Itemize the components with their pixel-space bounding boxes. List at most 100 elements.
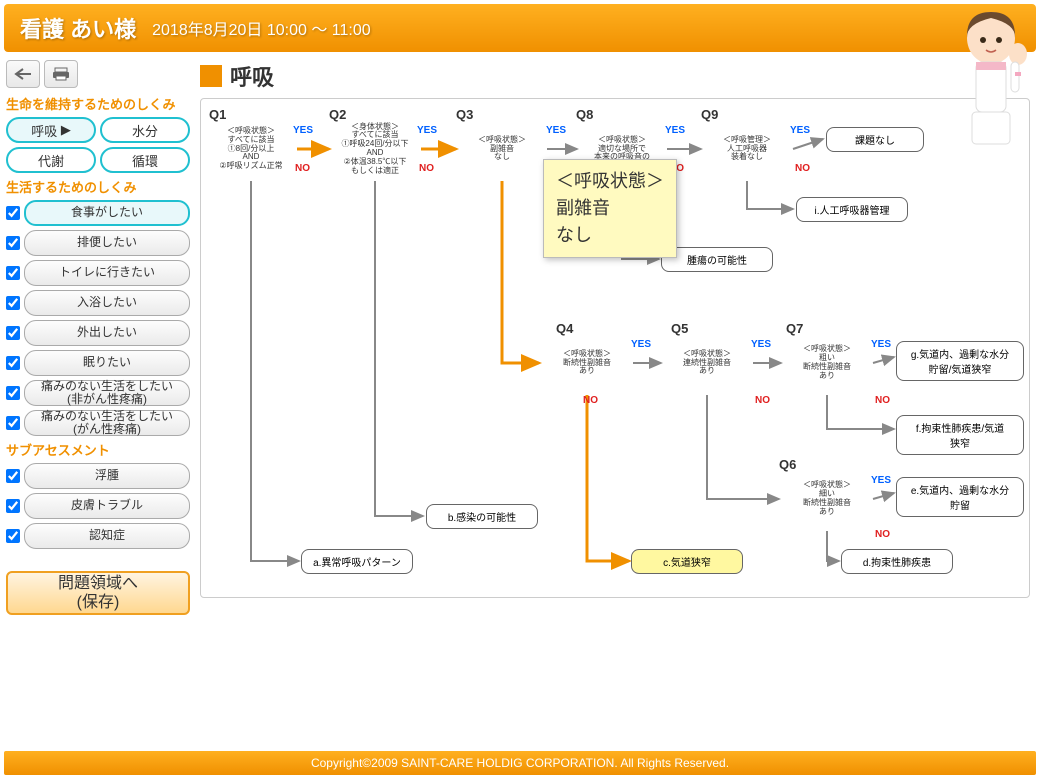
life-item-button[interactable]: 入浴したい <box>24 290 190 316</box>
life-item-row: 眠りたい <box>6 350 190 376</box>
header-datetime: 2018年8月20日 10:00 ～ 11:00 <box>152 16 371 40</box>
life-item-checkbox[interactable] <box>6 236 20 250</box>
decision-q5[interactable]: ＜呼吸状態＞ 連続性副雑音 あり <box>661 331 753 395</box>
result-rj[interactable]: 課題なし <box>826 127 924 152</box>
yn-label: YES <box>546 125 566 136</box>
yn-label: YES <box>790 125 810 136</box>
life-item-row: 痛みのない生活をしたい (非がん性疼痛) <box>6 380 190 406</box>
sub-item-button[interactable]: 皮膚トラブル <box>24 493 190 519</box>
back-button[interactable] <box>6 60 40 88</box>
tooltip: ＜呼吸状態＞ 副雑音 なし <box>543 159 677 258</box>
yn-label: NO <box>583 395 598 406</box>
header-bar: 看護 あい様 2018年8月20日 10:00 ～ 11:00 <box>4 4 1036 52</box>
life-item-row: 食事がしたい <box>6 200 190 226</box>
patient-name: 看護 あい様 <box>20 12 136 44</box>
decision-q3[interactable]: ＜呼吸状態＞ 副雑音 なし <box>456 117 548 181</box>
yn-label: YES <box>871 339 891 350</box>
yn-label: YES <box>665 125 685 136</box>
print-button[interactable] <box>44 60 78 88</box>
life-item-checkbox[interactable] <box>6 326 20 340</box>
life-item-checkbox[interactable] <box>6 356 20 370</box>
life-item-button[interactable]: 排便したい <box>24 230 190 256</box>
result-rc[interactable]: c.気道狭窄 <box>631 549 743 574</box>
sub-item-row: 皮膚トラブル <box>6 493 190 519</box>
section1-title: 生命を維持するためのしくみ <box>6 94 190 113</box>
life-item-button[interactable]: トイレに行きたい <box>24 260 190 286</box>
life-item-row: 外出したい <box>6 320 190 346</box>
life-item-row: トイレに行きたい <box>6 260 190 286</box>
decision-text: ＜呼吸管理＞ 人工呼吸器 装着なし <box>707 136 787 162</box>
life-item-button[interactable]: 痛みのない生活をしたい (がん性疼痛) <box>24 410 190 436</box>
tooltip-line3: なし <box>556 222 664 249</box>
yn-label: YES <box>871 475 891 486</box>
pill-breathing[interactable]: 呼吸 ▶ <box>6 117 96 143</box>
yn-label: YES <box>293 125 313 136</box>
result-ri[interactable]: i.人工呼吸器管理 <box>796 197 908 222</box>
yn-label: NO <box>755 395 770 406</box>
sidebar: 生命を維持するためのしくみ 呼吸 ▶ 水分 代謝 循環 生活するためのしくみ 食… <box>0 56 196 619</box>
decision-q4[interactable]: ＜呼吸状態＞ 断続性副雑音 あり <box>541 331 633 395</box>
life-item-checkbox[interactable] <box>6 416 20 430</box>
pill-circulation[interactable]: 循環 <box>100 147 190 173</box>
tooltip-line2: 副雑音 <box>556 195 664 222</box>
yn-label: NO <box>419 163 434 174</box>
pill-water[interactable]: 水分 <box>100 117 190 143</box>
save-button[interactable]: 問題領域へ (保存) <box>6 571 190 615</box>
life-item-checkbox[interactable] <box>6 206 20 220</box>
decision-text: ＜呼吸状態＞ 副雑音 なし <box>462 136 542 162</box>
sub-item-button[interactable]: 浮腫 <box>24 463 190 489</box>
decision-q6[interactable]: ＜呼吸状態＞ 細い 断続性副雑音 あり <box>781 467 873 531</box>
result-rd[interactable]: d.拘束性肺疾患 <box>841 549 953 574</box>
sub-item-row: 認知症 <box>6 523 190 549</box>
life-item-checkbox[interactable] <box>6 386 20 400</box>
tooltip-line1: ＜呼吸状態＞ <box>556 168 664 195</box>
sub-item-checkbox[interactable] <box>6 469 20 483</box>
life-item-checkbox[interactable] <box>6 266 20 280</box>
yn-label: YES <box>751 339 771 350</box>
result-rg[interactable]: g.気道内、過剰な水分 貯留/気道狭窄 <box>896 341 1024 381</box>
yn-label: NO <box>875 529 890 540</box>
yn-label: NO <box>795 163 810 174</box>
content-title: 呼吸 <box>230 60 274 92</box>
life-item-button[interactable]: 眠りたい <box>24 350 190 376</box>
life-item-button[interactable]: 外出したい <box>24 320 190 346</box>
life-item-button[interactable]: 痛みのない生活をしたい (非がん性疼痛) <box>24 380 190 406</box>
result-re[interactable]: e.気道内、過剰な水分 貯留 <box>896 477 1024 517</box>
result-rb[interactable]: b.感染の可能性 <box>426 504 538 529</box>
pill-label: 呼吸 <box>31 121 57 140</box>
sub-item-row: 浮腫 <box>6 463 190 489</box>
sub-item-button[interactable]: 認知症 <box>24 523 190 549</box>
decision-text: ＜身体状態＞ すべてに該当 ①呼吸24回/分以下 AND ②体温38.5℃以下 … <box>335 123 415 176</box>
arrow-left-icon <box>14 68 32 80</box>
decision-text: ＜呼吸状態＞ 細い 断続性副雑音 あり <box>787 481 867 516</box>
life-item-row: 排便したい <box>6 230 190 256</box>
printer-icon <box>52 67 70 81</box>
footer: Copyright©2009 SAINT-CARE HOLDIG CORPORA… <box>4 751 1036 775</box>
sub-item-checkbox[interactable] <box>6 499 20 513</box>
yn-label: NO <box>295 163 310 174</box>
yn-label: YES <box>417 125 437 136</box>
decision-text: ＜呼吸状態＞ 断続性副雑音 あり <box>547 350 627 376</box>
section2-title: 生活するためのしくみ <box>6 177 190 196</box>
result-ra[interactable]: a.異常呼吸パターン <box>301 549 413 574</box>
decision-q2[interactable]: ＜身体状態＞ すべてに該当 ①呼吸24回/分以下 AND ②体温38.5℃以下 … <box>329 117 421 181</box>
pill-metabolism[interactable]: 代謝 <box>6 147 96 173</box>
decision-q1[interactable]: ＜呼吸状態＞ すべてに該当 ①8回/分以上 AND ②呼吸リズム正常 <box>205 117 297 181</box>
decision-text: ＜呼吸状態＞ 粗い 断続性副雑音 あり <box>787 345 867 380</box>
decision-q7[interactable]: ＜呼吸状態＞ 粗い 断続性副雑音 あり <box>781 331 873 395</box>
content-area: 呼吸 <box>196 56 1040 619</box>
life-item-checkbox[interactable] <box>6 296 20 310</box>
decision-text: ＜呼吸状態＞ すべてに該当 ①8回/分以上 AND ②呼吸リズム正常 <box>211 127 291 171</box>
nurse-illustration <box>946 4 1036 164</box>
title-square-icon <box>200 65 222 87</box>
flowchart: Q1Q2Q3Q8Q9Q4Q5Q7Q6＜呼吸状態＞ すべてに該当 ①8回/分以上 … <box>200 98 1030 598</box>
section3-title: サブアセスメント <box>6 440 190 459</box>
life-item-button[interactable]: 食事がしたい <box>24 200 190 226</box>
decision-text: ＜呼吸状態＞ 連続性副雑音 あり <box>667 350 747 376</box>
result-rh[interactable]: 腫瘍の可能性 <box>661 247 773 272</box>
life-item-row: 入浴したい <box>6 290 190 316</box>
life-item-row: 痛みのない生活をしたい (がん性疼痛) <box>6 410 190 436</box>
sub-item-checkbox[interactable] <box>6 529 20 543</box>
decision-q9[interactable]: ＜呼吸管理＞ 人工呼吸器 装着なし <box>701 117 793 181</box>
result-rf[interactable]: f.拘束性肺疾患/気道 狭窄 <box>896 415 1024 455</box>
